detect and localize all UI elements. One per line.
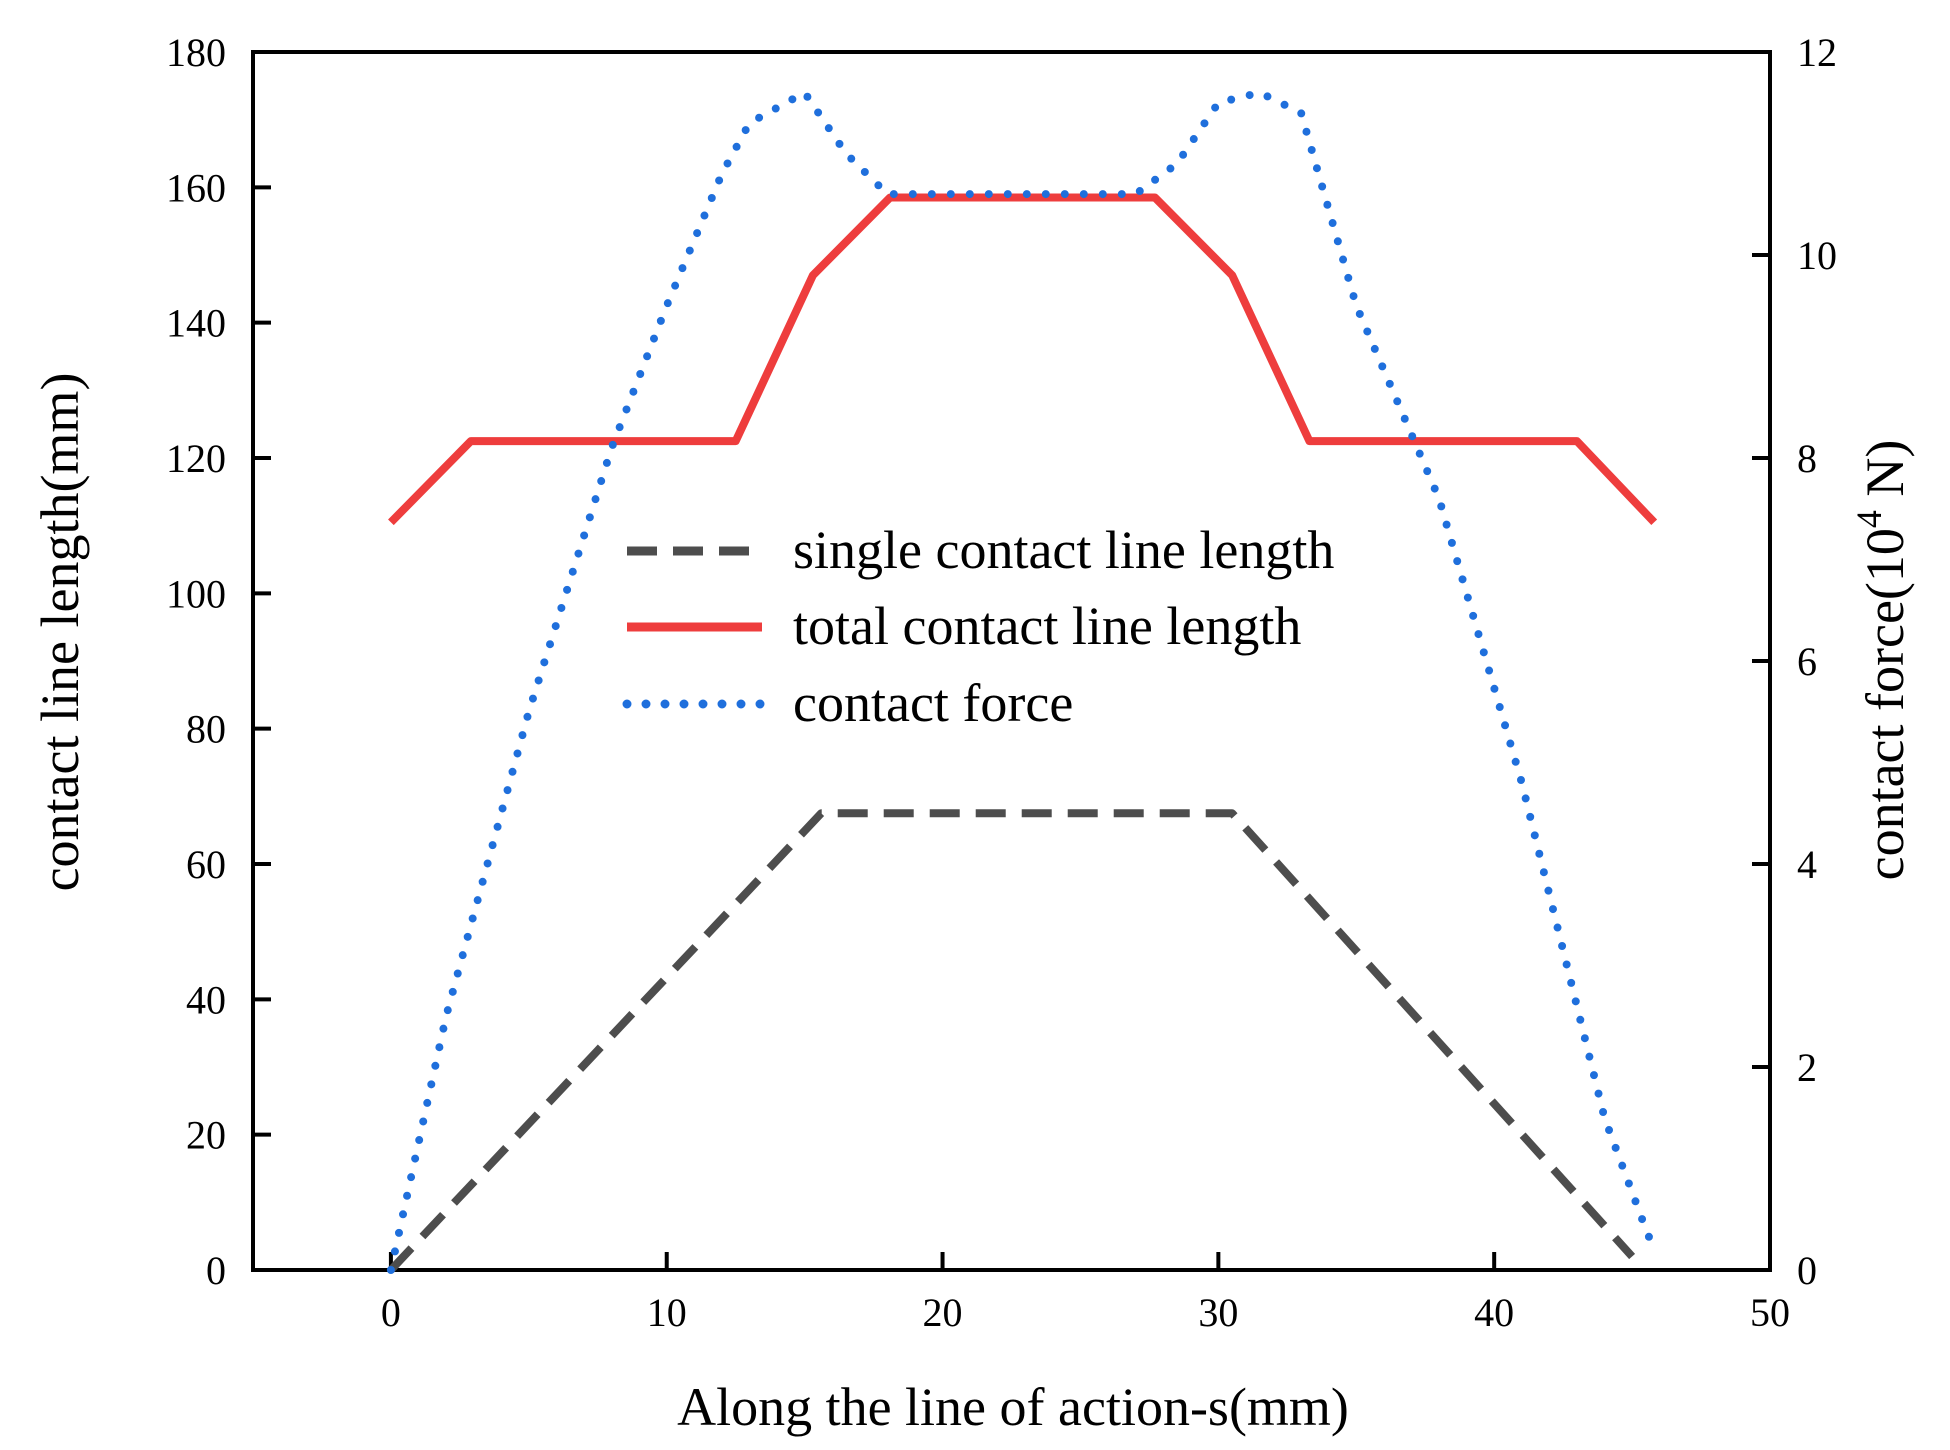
x-axis-title: Along the line of action-s(mm) [677,1377,1349,1437]
y-axis-title: contact line length(mm) [30,373,90,892]
series-line-single-contact-line-length [387,809,1636,1273]
legend-label-single: single contact line length [793,520,1334,580]
y2-tick-label-0: 0 [1797,1248,1817,1293]
legend-label-force: contact force [793,673,1073,733]
y-tick-label-0: 0 [206,1248,226,1293]
y2-tick-label-1: 2 [1797,1045,1817,1090]
x-tick-label-1: 10 [647,1290,687,1335]
y-tick-label-5: 100 [166,571,226,616]
y2-tick-label-4: 8 [1797,436,1817,481]
y-tick-label-7: 140 [166,301,226,346]
y2-tick-label-3: 6 [1797,639,1817,684]
y-tick-label-6: 120 [166,436,226,481]
plot-area [251,50,1772,1274]
plot-frame [251,50,1772,1272]
y2-tick-label-5: 10 [1797,233,1837,278]
legend-label-total: total contact line length [793,596,1301,656]
y2-tick-label-2: 4 [1797,842,1817,887]
x-tick-label-3: 30 [1198,1290,1238,1335]
y2-axis-title: contact force(104 N) [1849,440,1915,881]
y2-tick-label-6: 12 [1797,30,1837,75]
y-tick-label-4: 80 [186,707,226,752]
y-tick-label-2: 40 [186,977,226,1022]
y-tick-label-9: 180 [166,30,226,75]
y-tick-label-1: 20 [186,1113,226,1158]
series-line-total-contact-line-length [388,193,1658,526]
y-tick-label-3: 60 [186,842,226,887]
x-tick-label-5: 50 [1750,1290,1790,1335]
x-tick-label-4: 40 [1474,1290,1514,1335]
legend: single contact line length total contact… [622,520,1334,733]
axis-ticks [253,50,1772,1272]
y-tick-label-8: 160 [166,165,226,210]
series-line-contact-force [386,88,1659,1274]
series-layer [386,88,1659,1274]
x-tick-label-0: 0 [381,1290,401,1335]
x-tick-label-2: 20 [923,1290,963,1335]
tick-labels: 0 10 20 30 40 5002040608010012014016018002468… [166,30,1837,1335]
